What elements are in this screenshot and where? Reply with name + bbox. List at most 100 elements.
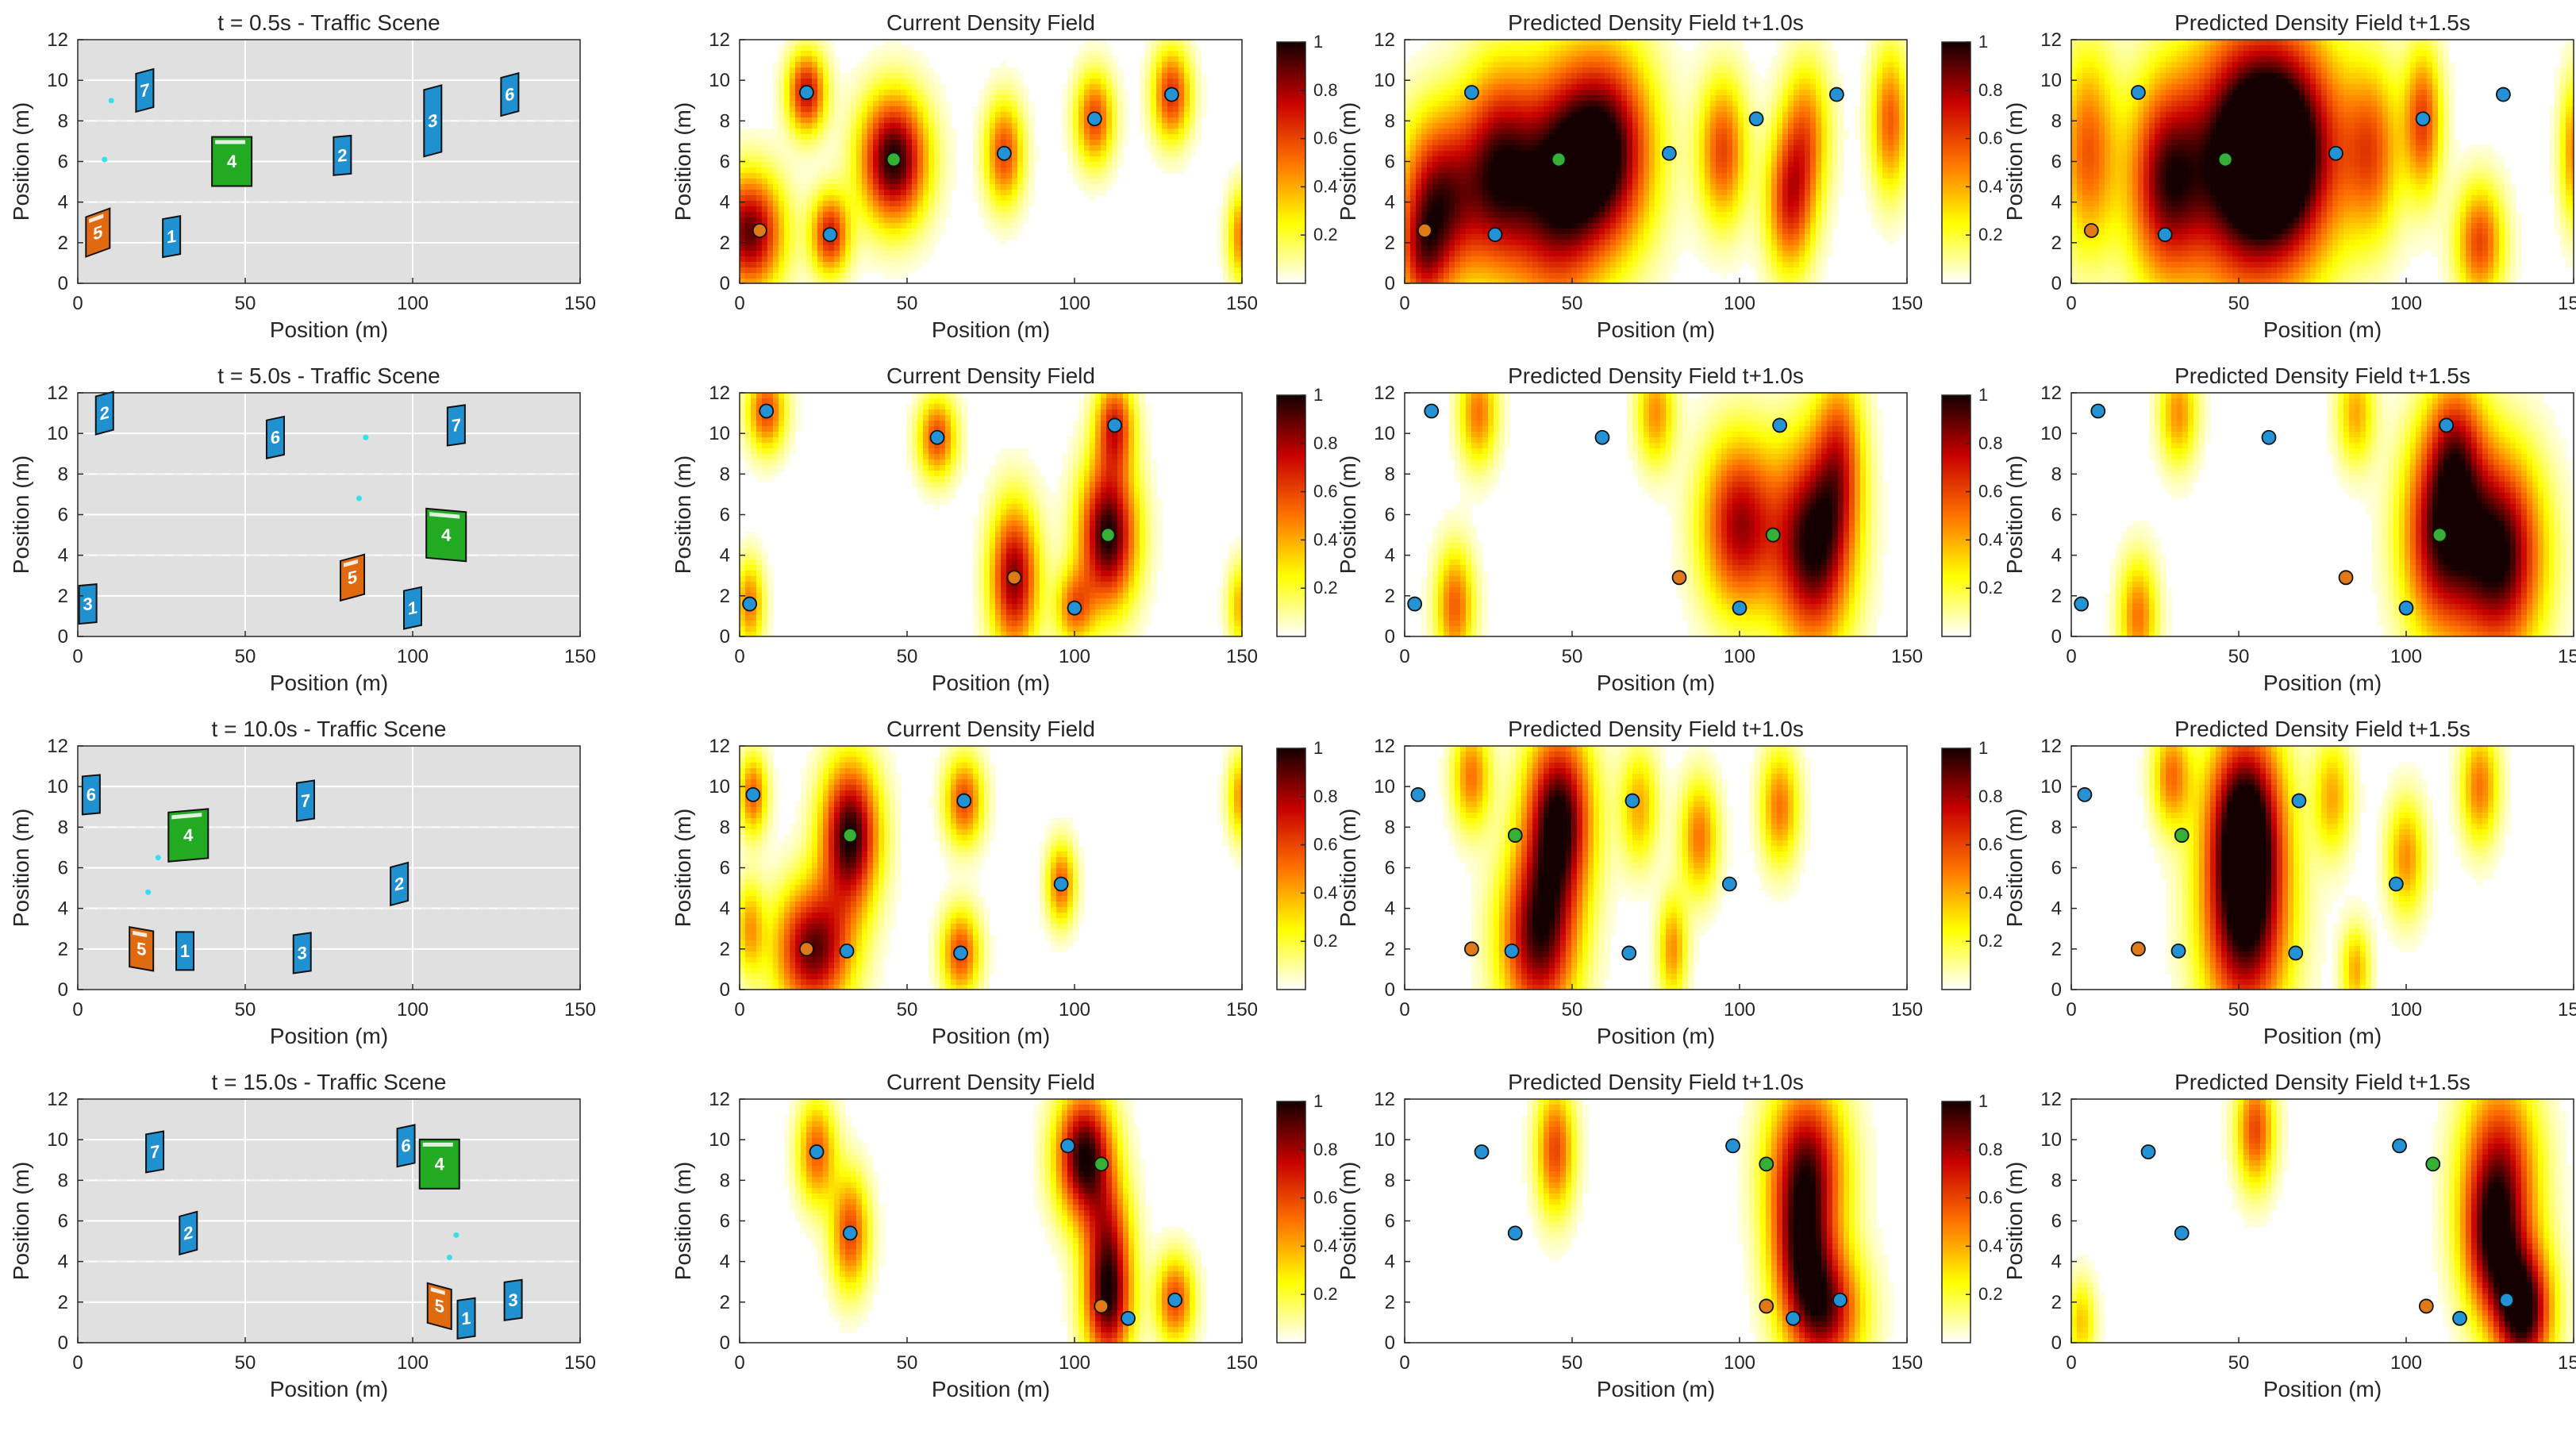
density-cell: [773, 223, 779, 229]
density-cell: [923, 123, 929, 129]
y-tick-label: 6: [58, 152, 68, 173]
density-cell: [1560, 279, 1567, 284]
density-cell: [856, 106, 863, 113]
density-cell: [1627, 212, 1633, 218]
density-cell: [1699, 40, 1705, 46]
density-cell: [984, 151, 990, 157]
density-cell: [779, 51, 785, 57]
density-cell: [912, 229, 918, 235]
density-cell: [945, 156, 952, 163]
density-cell: [1699, 84, 1705, 90]
density-cell: [1477, 245, 1483, 252]
density-cell: [817, 145, 824, 152]
density-cell: [1405, 95, 1411, 102]
density-cell: [1555, 212, 1561, 218]
density-cell: [884, 184, 890, 190]
density-cell: [1167, 45, 1174, 52]
density-cell: [1173, 51, 1179, 57]
density-cell: [1460, 217, 1467, 224]
density-cell: [1649, 156, 1655, 163]
density-cell: [951, 184, 957, 190]
density-cell: [1106, 167, 1113, 174]
density-cell: [1073, 62, 1079, 68]
density-cell: [1001, 90, 1007, 96]
density-cell: [929, 140, 935, 146]
density-cell: [1682, 145, 1689, 152]
density-cell: [1721, 84, 1728, 90]
density-cell: [895, 40, 902, 46]
density-cell: [1605, 251, 1611, 257]
density-cell: [1627, 167, 1633, 174]
density-cell: [867, 201, 874, 207]
density-cell: [1516, 129, 1522, 135]
density-cell: [1627, 217, 1633, 224]
density-cell: [1699, 251, 1705, 257]
density-cell: [873, 45, 879, 52]
density-cell: [1571, 206, 1578, 213]
density-cell: [1649, 212, 1655, 218]
density-cell: [1499, 40, 1505, 46]
density-cell: [1106, 184, 1113, 190]
density-cell: [1544, 162, 1550, 168]
density-cell: [1688, 162, 1694, 168]
density-cell: [1001, 229, 1007, 235]
density-cell: [990, 217, 996, 224]
density-cell: [1655, 140, 1661, 146]
density-cell: [1505, 201, 1511, 207]
density-cell: [745, 162, 752, 168]
density-cell: [879, 195, 885, 202]
density-cell: [1499, 195, 1505, 202]
density-cell: [1671, 40, 1678, 46]
density-cell: [1466, 62, 1472, 68]
density-cell: [817, 206, 824, 213]
density-cell: [1410, 140, 1417, 146]
density-cell: [1638, 40, 1644, 46]
density-cell: [1621, 156, 1628, 163]
density-cell: [1012, 151, 1018, 157]
density-cell: [1449, 256, 1455, 263]
density-cell: [1660, 229, 1667, 235]
density-cell: [1549, 256, 1555, 263]
density-cell: [773, 267, 779, 274]
density-cell: [1549, 117, 1555, 124]
density-cell: [1505, 217, 1511, 224]
density-cell: [1488, 206, 1494, 213]
density-cell: [1660, 62, 1667, 68]
density-cell: [1416, 234, 1422, 240]
density-cell: [823, 129, 829, 135]
density-cell: [1527, 190, 1533, 196]
density-cell: [1716, 40, 1722, 46]
density-cell: [801, 245, 807, 252]
density-cell: [995, 84, 1002, 90]
density-cell: [1610, 106, 1617, 113]
density-cell: [1605, 217, 1611, 224]
density-cell: [1432, 151, 1439, 157]
density-cell: [1217, 262, 1224, 268]
density-cell: [1460, 229, 1467, 235]
density-cell: [1510, 156, 1517, 163]
density-cell: [1201, 95, 1207, 102]
density-cell: [906, 240, 913, 246]
density-cell: [1588, 62, 1594, 68]
density-cell: [1449, 234, 1455, 240]
density-cell: [1488, 51, 1494, 57]
density-cell: [1410, 112, 1417, 118]
density-cell: [1421, 73, 1428, 79]
density-cell: [1477, 95, 1483, 102]
density-cell: [1510, 279, 1517, 284]
density-cell: [1510, 134, 1517, 140]
density-cell: [1438, 73, 1444, 79]
density-cell: [762, 267, 768, 274]
density-cell: [1544, 117, 1550, 124]
density-cell: [1217, 234, 1224, 240]
density-cell: [1555, 84, 1561, 90]
density-cell: [873, 145, 879, 152]
density-cell: [995, 212, 1002, 218]
density-cell: [1705, 234, 1711, 240]
density-cell: [1095, 151, 1102, 157]
density-cell: [884, 206, 890, 213]
density-cell: [1671, 184, 1678, 190]
density-cell: [1084, 90, 1090, 96]
density-cell: [1588, 95, 1594, 102]
density-cell: [1117, 129, 1124, 135]
